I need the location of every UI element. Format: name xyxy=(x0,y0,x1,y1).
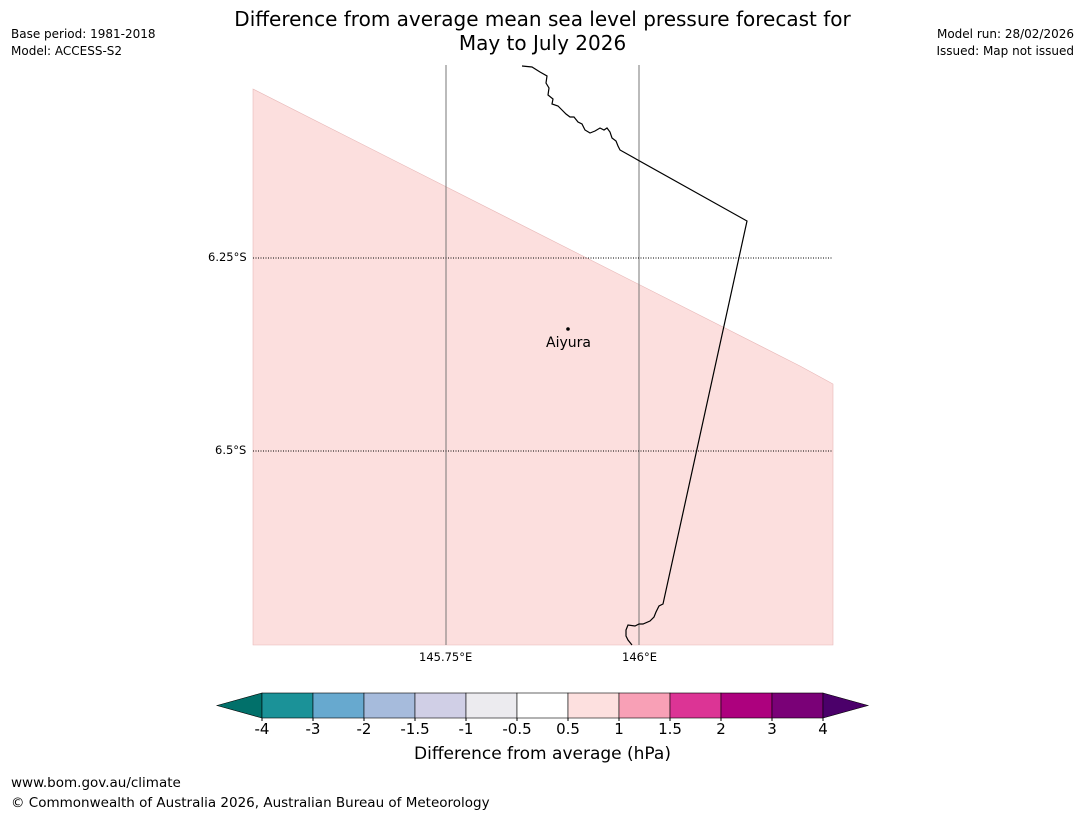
longitude-label-145-75: 145.75°E xyxy=(419,650,473,664)
metadata-right: Model run: 28/02/2026 Issued: Map not is… xyxy=(936,26,1074,60)
colorbar-title: Difference from average (hPa) xyxy=(414,744,671,764)
colorbar-tick-label: -1.5 xyxy=(400,720,430,738)
map-figure xyxy=(252,65,834,646)
colorbar-tick-label: 0.5 xyxy=(556,720,580,738)
issued-text: Issued: Map not issued xyxy=(936,44,1074,58)
coastline-boundary xyxy=(521,65,748,646)
metadata-left: Base period: 1981-2018 Model: ACCESS-S2 xyxy=(11,26,156,60)
model-text: Model: ACCESS-S2 xyxy=(11,44,123,58)
colorbar-tick-label: 1 xyxy=(614,720,624,738)
model-run-text: Model run: 28/02/2026 xyxy=(936,27,1074,41)
base-period-text: Base period: 1981-2018 xyxy=(11,27,156,41)
colorbar-tick-label: 1.5 xyxy=(658,720,682,738)
title-line-2: May to July 2026 xyxy=(458,31,627,55)
place-label-aiyura: Aiyura xyxy=(546,335,591,351)
colorbar-tick-label: -4 xyxy=(254,720,270,738)
colorbar-tick-label: -0.5 xyxy=(502,720,532,738)
colorbar-tick-label: -1 xyxy=(458,720,474,738)
longitude-label-146: 146°E xyxy=(622,650,657,664)
latitude-label-6-25: 6.25°S xyxy=(208,250,247,264)
colorbar-tick-label: 2 xyxy=(716,720,726,738)
colorbar-tick-label: -2 xyxy=(356,720,372,738)
title-line-1: Difference from average mean sea level p… xyxy=(234,7,851,31)
colorbar-tick-label: 4 xyxy=(818,720,828,738)
anomaly-shaded-region xyxy=(252,88,834,646)
latitude-label-6-5: 6.5°S xyxy=(215,443,247,457)
colorbar-tick-label: 3 xyxy=(767,720,777,738)
footer-url[interactable]: www.bom.gov.au/climate xyxy=(11,775,181,791)
map-title: Difference from average mean sea level p… xyxy=(0,7,1085,55)
colorbar-tick-label: -3 xyxy=(305,720,321,738)
dot-icon xyxy=(566,327,570,331)
footer-copyright: © Commonwealth of Australia 2026, Austra… xyxy=(11,795,490,811)
